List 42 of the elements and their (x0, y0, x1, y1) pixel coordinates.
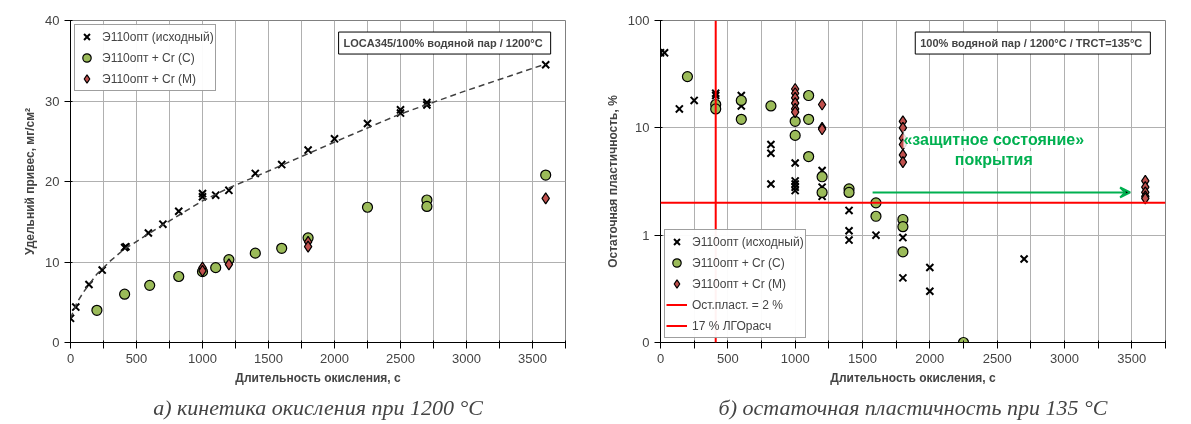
legend-label: Э110опт + Cr (C) (102, 50, 195, 65)
y-tick-label: 1 (642, 227, 650, 243)
x-tick-label: 2500 (386, 350, 415, 366)
x-tick-label: 3000 (452, 350, 481, 366)
x-tick-label: 1000 (780, 350, 810, 366)
y-tick-label: 100 (627, 13, 650, 28)
y-tick-label: 0 (52, 335, 60, 350)
text: б) остаточная пластичность при 135 °C (718, 394, 1108, 420)
x-tick-label: 2000 (320, 350, 349, 366)
y-tick-label: 10 (635, 120, 650, 136)
y-tick-label: 20 (45, 174, 60, 189)
x-tick-label: 1500 (254, 350, 283, 366)
x-axis-title: Длительность окисления, с (235, 370, 401, 385)
text: а) кинетика окисления при 1200 °C (153, 394, 484, 420)
x-tick-label: 1000 (188, 350, 217, 366)
annotation: LOCA345/100% водяной пар / 1200°C (343, 37, 543, 50)
legend-label: Э110опт + Cr (M) (102, 71, 197, 86)
x-tick-label: 500 (716, 350, 739, 366)
legend-label: Э110опт (исходный) (692, 234, 804, 249)
legend-label: Э110опт (исходный) (102, 29, 214, 44)
x-tick-label: 2500 (982, 350, 1012, 366)
x-tick-label: 3500 (1117, 350, 1147, 366)
x-tick-label: 3500 (518, 350, 547, 366)
y-tick-label: 10 (45, 254, 60, 270)
y-axis-title: Удельний привес, мг/см² (23, 107, 38, 256)
legend-label: Э110опт + Cr (C) (692, 255, 785, 270)
annotation: 100% водяной пар / 1200°C / TRCT=135°C (920, 37, 1143, 50)
x-tick-label: 0 (656, 350, 665, 366)
y-tick-label: 30 (45, 93, 60, 109)
ref-line-label: 17 % ЛГОрасч (692, 318, 772, 333)
y-tick-label: 40 (45, 13, 60, 28)
legend-label: Ост.пласт. = 2 % (692, 297, 783, 312)
x-tick-label: 3000 (1050, 350, 1079, 366)
annotation: «защитное состояние» покрытия (903, 130, 1085, 168)
x-tick-label: 1500 (848, 350, 877, 366)
y-tick-label: 0 (642, 335, 650, 350)
y-axis-title: Остаточная пластичность, % (605, 94, 620, 268)
x-tick-label: 0 (66, 350, 75, 366)
x-tick-label: 500 (125, 350, 148, 366)
x-tick-label: 2000 (915, 350, 945, 366)
x-axis-title: Длительность окисления, с (830, 370, 996, 385)
legend-label: Э110опт + Cr (M) (692, 276, 787, 291)
